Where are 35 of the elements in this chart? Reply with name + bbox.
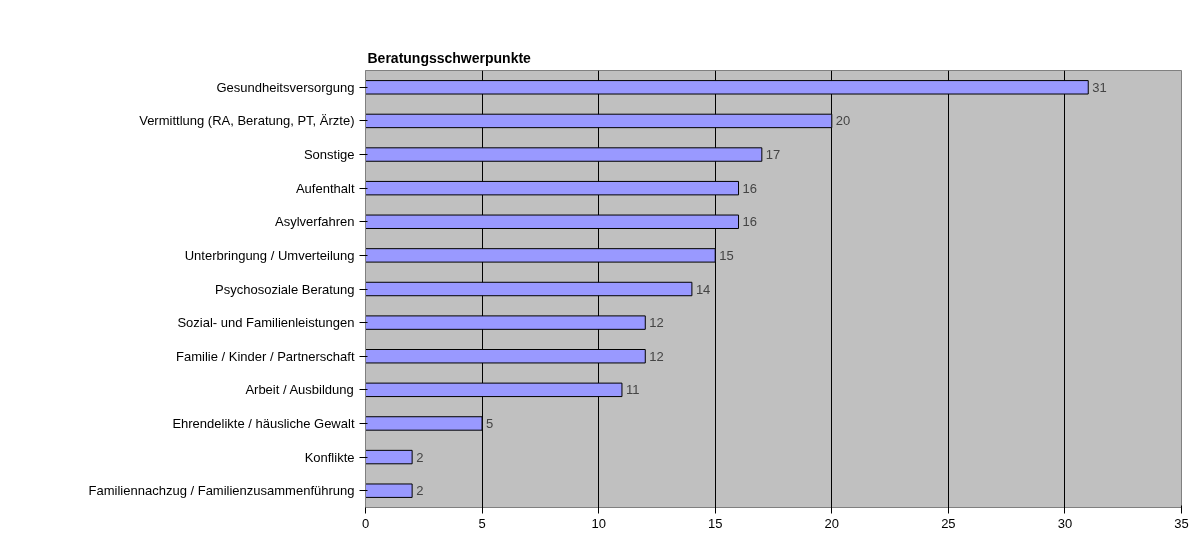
data-label: 20 bbox=[835, 113, 851, 129]
y-tick-label: Arbeit / Ausbildung bbox=[245, 382, 354, 398]
y-tick-label: Familiennachzug / Familienzusammenführung bbox=[88, 483, 355, 499]
x-tick-label: 5 bbox=[478, 515, 486, 531]
y-tick-label: Gesundheitsversorgung bbox=[216, 79, 355, 95]
y-tick-label: Konflikte bbox=[304, 449, 355, 465]
x-tick-label: 20 bbox=[824, 515, 840, 531]
x-tick-label: 35 bbox=[1174, 515, 1189, 531]
y-tick-label: Unterbringung / Umverteilung bbox=[184, 247, 355, 263]
x-tick-label: 30 bbox=[1057, 515, 1073, 531]
data-label: 14 bbox=[695, 281, 711, 297]
data-label: 15 bbox=[719, 247, 734, 263]
data-label: 16 bbox=[742, 214, 757, 230]
chart-title: Beratungsschwerpunkte bbox=[367, 49, 532, 66]
y-tick-label: Vermittlung (RA, Beratung, PT, Ärzte) bbox=[139, 113, 355, 129]
y-tick-label: Asylverfahren bbox=[275, 214, 355, 230]
y-tick-label: Aufenthalt bbox=[295, 180, 355, 196]
y-tick-label: Sozial- und Familienleistungen bbox=[177, 315, 355, 331]
data-label: 2 bbox=[416, 449, 424, 465]
y-tick-label: Psychosoziale Beratung bbox=[215, 281, 355, 297]
data-label: 5 bbox=[486, 415, 494, 431]
data-label: 16 bbox=[742, 180, 757, 196]
x-tick-label: 25 bbox=[941, 515, 956, 531]
data-label: 31 bbox=[1092, 79, 1107, 95]
data-label: 17 bbox=[765, 147, 781, 163]
x-tick-label: 15 bbox=[707, 515, 723, 531]
x-tick-label: 10 bbox=[591, 515, 606, 531]
data-label: 2 bbox=[416, 483, 424, 499]
y-tick-label: Sonstige bbox=[303, 147, 355, 163]
x-tick-label: 0 bbox=[361, 515, 370, 531]
data-label: 11 bbox=[625, 382, 640, 398]
y-tick-label: Ehrendelikte / häusliche Gewalt bbox=[172, 415, 355, 431]
y-tick-label: Familie / Kinder / Partnerschaft bbox=[176, 348, 355, 364]
data-label: 12 bbox=[649, 315, 664, 331]
data-label: 12 bbox=[649, 348, 664, 364]
